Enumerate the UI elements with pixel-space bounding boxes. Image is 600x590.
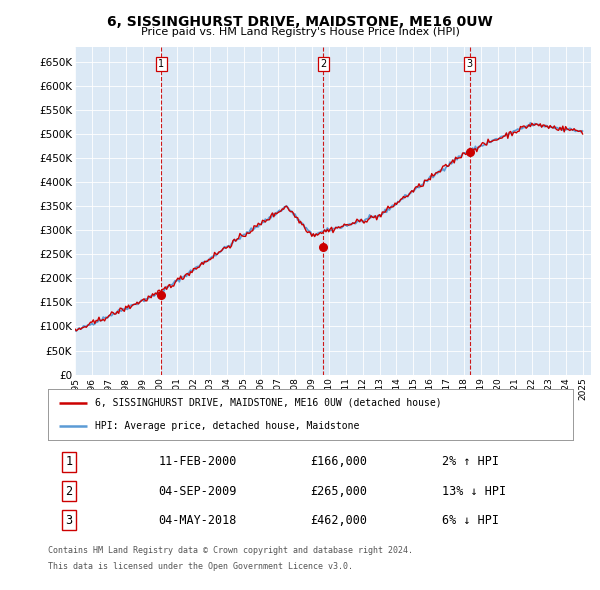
Text: £166,000: £166,000: [311, 455, 367, 468]
Text: Contains HM Land Registry data © Crown copyright and database right 2024.: Contains HM Land Registry data © Crown c…: [48, 546, 413, 555]
Text: 3: 3: [467, 59, 473, 69]
Text: 6% ↓ HPI: 6% ↓ HPI: [442, 514, 499, 527]
Text: 6, SISSINGHURST DRIVE, MAIDSTONE, ME16 0UW: 6, SISSINGHURST DRIVE, MAIDSTONE, ME16 0…: [107, 15, 493, 29]
Text: 1: 1: [158, 59, 164, 69]
Text: 3: 3: [65, 514, 73, 527]
Text: 11-FEB-2000: 11-FEB-2000: [158, 455, 236, 468]
Text: 04-SEP-2009: 04-SEP-2009: [158, 484, 236, 498]
Text: 6, SISSINGHURST DRIVE, MAIDSTONE, ME16 0UW (detached house): 6, SISSINGHURST DRIVE, MAIDSTONE, ME16 0…: [95, 398, 442, 408]
Text: Price paid vs. HM Land Registry's House Price Index (HPI): Price paid vs. HM Land Registry's House …: [140, 27, 460, 37]
Text: 13% ↓ HPI: 13% ↓ HPI: [442, 484, 506, 498]
Text: 04-MAY-2018: 04-MAY-2018: [158, 514, 236, 527]
Text: HPI: Average price, detached house, Maidstone: HPI: Average price, detached house, Maid…: [95, 421, 359, 431]
Text: 2: 2: [320, 59, 326, 69]
Text: 2: 2: [65, 484, 73, 498]
Text: £462,000: £462,000: [311, 514, 367, 527]
Text: £265,000: £265,000: [311, 484, 367, 498]
Text: 1: 1: [65, 455, 73, 468]
Text: 2% ↑ HPI: 2% ↑ HPI: [442, 455, 499, 468]
Text: This data is licensed under the Open Government Licence v3.0.: This data is licensed under the Open Gov…: [48, 562, 353, 571]
